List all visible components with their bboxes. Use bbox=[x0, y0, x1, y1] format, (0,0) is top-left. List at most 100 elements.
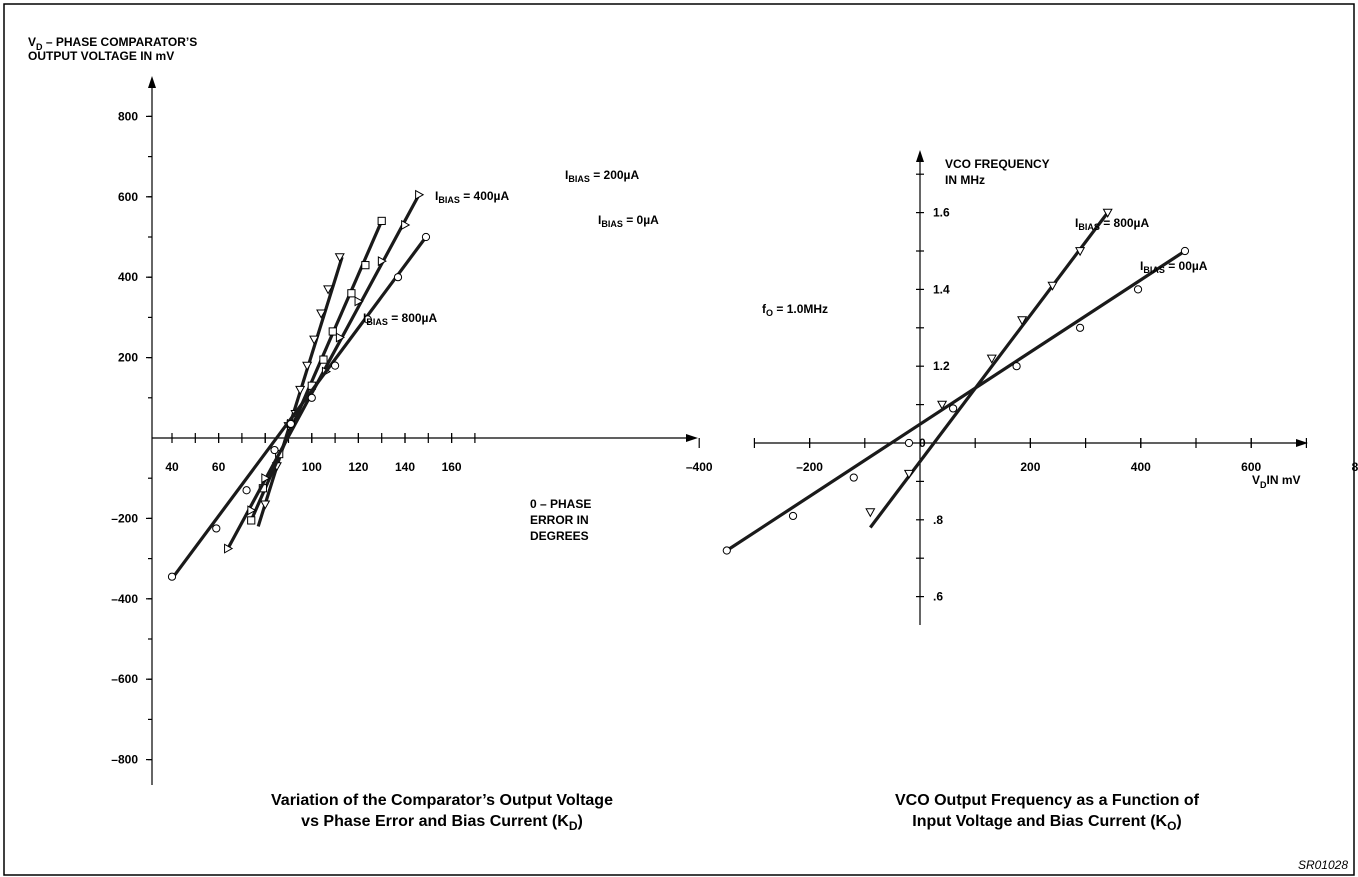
phase-comparator-chart: VD – PHASE COMPARATOR’S OUTPUT VOLTAGE I… bbox=[28, 35, 698, 833]
left-data-point bbox=[335, 332, 345, 343]
left-series-line bbox=[249, 220, 384, 522]
right-data-point bbox=[1075, 247, 1086, 257]
left-data-point bbox=[286, 419, 295, 429]
left-series-3 bbox=[167, 232, 431, 581]
left-x-label-line2: ERROR IN bbox=[530, 513, 589, 527]
left-y-tick-label: –600 bbox=[111, 672, 138, 686]
left-y-tick-label: 200 bbox=[118, 351, 138, 365]
left-series-label-200: IBIAS = 200µA bbox=[565, 168, 639, 184]
left-series-label-400: IBIAS = 400µA bbox=[435, 189, 509, 205]
left-data-point bbox=[302, 361, 313, 371]
right-data-point bbox=[904, 438, 914, 448]
left-y-label-line2: OUTPUT VOLTAGE IN mV bbox=[28, 49, 174, 63]
left-data-point bbox=[316, 309, 327, 319]
right-data-point bbox=[722, 546, 731, 555]
left-y-tick-label: 800 bbox=[118, 109, 138, 123]
left-data-point bbox=[334, 253, 345, 263]
left-x-label-line1: 0 – PHASE bbox=[530, 497, 591, 511]
right-y-label-line2: IN MHz bbox=[945, 173, 985, 187]
left-y-tick-label: 400 bbox=[118, 270, 138, 284]
left-data-point bbox=[242, 486, 251, 495]
right-caption-line2: Input Voltage and Bias Current (KO) bbox=[912, 813, 1182, 833]
left-data-point bbox=[354, 296, 364, 307]
fo-annotation: fO = 1.0MHz bbox=[762, 302, 828, 318]
right-x-axis-arrow bbox=[1296, 439, 1308, 447]
left-data-point bbox=[377, 216, 386, 226]
left-data-point bbox=[212, 524, 221, 533]
right-data-point bbox=[1017, 316, 1028, 326]
right-data-point bbox=[788, 511, 798, 521]
left-data-point bbox=[307, 393, 316, 402]
right-y-tick-label: 1.6 bbox=[933, 206, 950, 220]
right-x-tick-label: 200 bbox=[1020, 460, 1040, 474]
right-data-point bbox=[1102, 208, 1113, 218]
left-series-label-800: IBIAS = 800µA bbox=[363, 311, 437, 327]
left-x-tick-label: 140 bbox=[395, 460, 415, 474]
right-data-point bbox=[1180, 246, 1190, 256]
right-series-line bbox=[869, 211, 1109, 529]
left-data-point bbox=[347, 289, 356, 298]
right-caption-line1: VCO Output Frequency as a Function of bbox=[895, 792, 1200, 809]
right-data-point bbox=[903, 469, 915, 479]
left-y-tick-label: –400 bbox=[111, 592, 138, 606]
right-series-line bbox=[725, 249, 1186, 552]
left-data-point bbox=[224, 543, 234, 554]
left-data-point bbox=[247, 505, 257, 516]
figure-border bbox=[3, 3, 1355, 876]
left-data-point bbox=[377, 256, 387, 267]
right-data-point bbox=[1012, 362, 1021, 371]
left-data-point bbox=[328, 327, 337, 336]
left-x-axis-arrow bbox=[686, 434, 698, 442]
right-x-tick-label: 800 bbox=[1352, 460, 1358, 474]
right-series-label-00: IBIAS = 00µA bbox=[1140, 259, 1208, 275]
left-x-tick-label: 40 bbox=[165, 460, 179, 474]
left-data-point bbox=[309, 335, 320, 345]
right-y-tick-label: 1.2 bbox=[933, 359, 950, 373]
right-data-point bbox=[937, 400, 948, 410]
left-x-tick-label: 120 bbox=[348, 460, 368, 474]
right-data-point bbox=[949, 404, 958, 413]
left-data-point bbox=[167, 572, 177, 581]
right-y-tick-label: .8 bbox=[933, 513, 943, 527]
left-data-point bbox=[393, 273, 403, 282]
left-series-0 bbox=[256, 253, 345, 527]
left-data-point bbox=[323, 285, 334, 295]
figure-id: SR01028 bbox=[1298, 858, 1348, 872]
left-data-point bbox=[401, 219, 411, 230]
right-y-label-line1: VCO FREQUENCY bbox=[945, 157, 1050, 171]
left-data-point bbox=[260, 500, 271, 510]
left-data-point bbox=[261, 473, 271, 484]
left-data-point bbox=[415, 189, 425, 200]
right-data-point bbox=[986, 354, 997, 364]
right-x-tick-label: –200 bbox=[796, 460, 823, 474]
right-y-tick-label: .6 bbox=[933, 590, 943, 604]
left-data-point bbox=[421, 232, 431, 242]
left-data-point bbox=[247, 516, 256, 525]
right-data-point bbox=[1133, 285, 1143, 294]
left-y-tick-label: –800 bbox=[111, 753, 138, 767]
left-y-label-line1: VD – PHASE COMPARATOR’S bbox=[28, 35, 197, 52]
right-data-point bbox=[1047, 281, 1058, 291]
left-caption-line1: Variation of the Comparator’s Output Vol… bbox=[271, 792, 613, 809]
right-series-label-800: IBIAS = 800µA bbox=[1075, 216, 1149, 232]
right-series-1 bbox=[722, 246, 1190, 555]
right-data-point bbox=[849, 473, 858, 482]
left-data-point bbox=[361, 261, 370, 270]
left-y-tick-label: 600 bbox=[118, 190, 138, 204]
right-x-tick-label: 600 bbox=[1241, 460, 1261, 474]
left-x-tick-label: 60 bbox=[212, 460, 226, 474]
right-y-axis-arrow bbox=[916, 150, 924, 162]
right-y-tick-label: 1.4 bbox=[933, 282, 950, 296]
right-x-tick-label: 400 bbox=[1131, 460, 1151, 474]
right-data-point bbox=[865, 508, 876, 518]
left-caption-line2: vs Phase Error and Bias Current (KD) bbox=[301, 813, 583, 833]
left-series-2 bbox=[224, 189, 425, 554]
left-x-label-line3: DEGREES bbox=[530, 529, 589, 543]
vco-frequency-chart: VCO FREQUENCY IN MHz VDIN mV fO = 1.0MHz… bbox=[686, 150, 1358, 833]
left-x-tick-label: 100 bbox=[302, 460, 322, 474]
left-data-point bbox=[331, 361, 340, 370]
left-data-point bbox=[363, 315, 372, 324]
left-y-tick-label: –200 bbox=[111, 511, 138, 525]
left-x-tick-label: 160 bbox=[442, 460, 462, 474]
